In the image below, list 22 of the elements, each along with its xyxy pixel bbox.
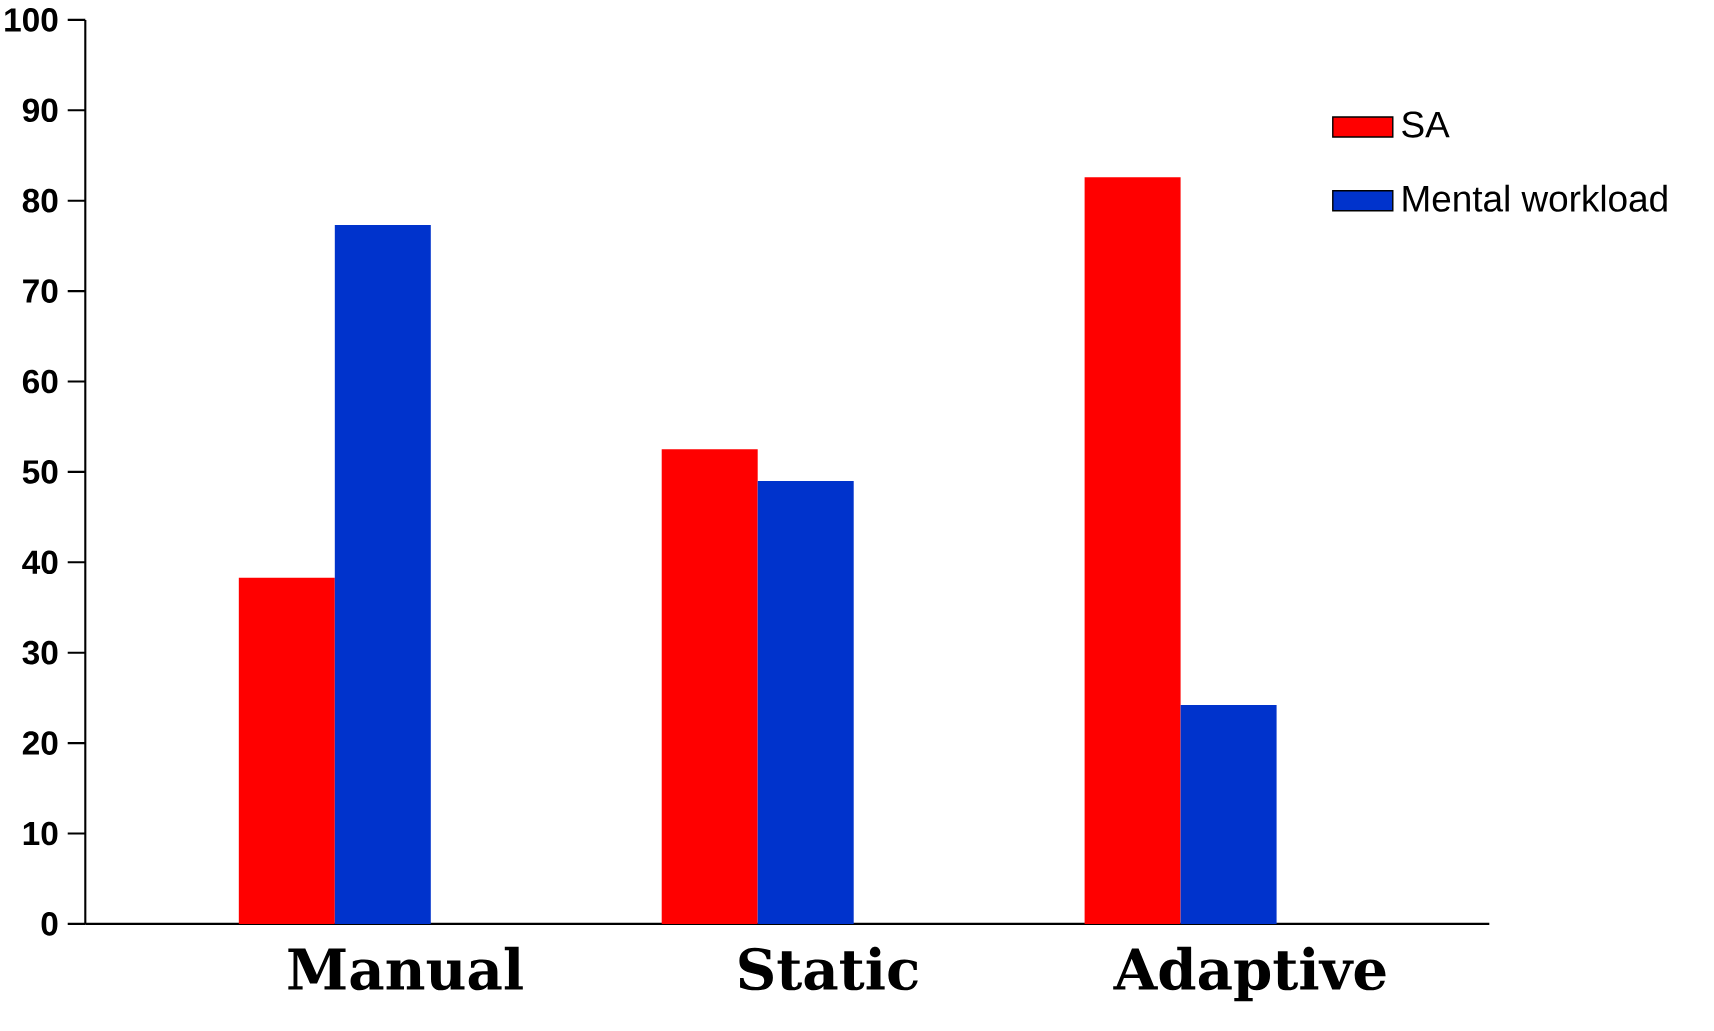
- y-tick-label: 90: [22, 98, 58, 123]
- y-tick-label: 100: [5, 8, 58, 32]
- y-tick-label: 30: [22, 640, 58, 665]
- x-tick-label: Static: [739, 946, 918, 991]
- bar: [238, 577, 335, 924]
- bar: [661, 449, 758, 924]
- x-tick-label: Manual: [288, 946, 523, 991]
- y-tick-label: 80: [22, 188, 58, 213]
- y-tick-label: 20: [22, 731, 58, 755]
- x-tick-label: Adaptive: [1113, 946, 1386, 1002]
- y-tick-label: 70: [23, 279, 58, 303]
- bar: [1180, 705, 1277, 924]
- y-tick-label: 60: [22, 369, 58, 394]
- y-tick-label: 0: [41, 912, 58, 936]
- legend-label: SA: [1402, 111, 1450, 138]
- bar: [1084, 177, 1181, 924]
- y-tick-label: 40: [22, 550, 58, 575]
- y-tick-label: 50: [22, 460, 58, 484]
- bar: [757, 480, 854, 924]
- y-tick-label: 10: [23, 821, 58, 846]
- bar: [334, 225, 431, 924]
- legend-label: Mental workload: [1403, 184, 1667, 212]
